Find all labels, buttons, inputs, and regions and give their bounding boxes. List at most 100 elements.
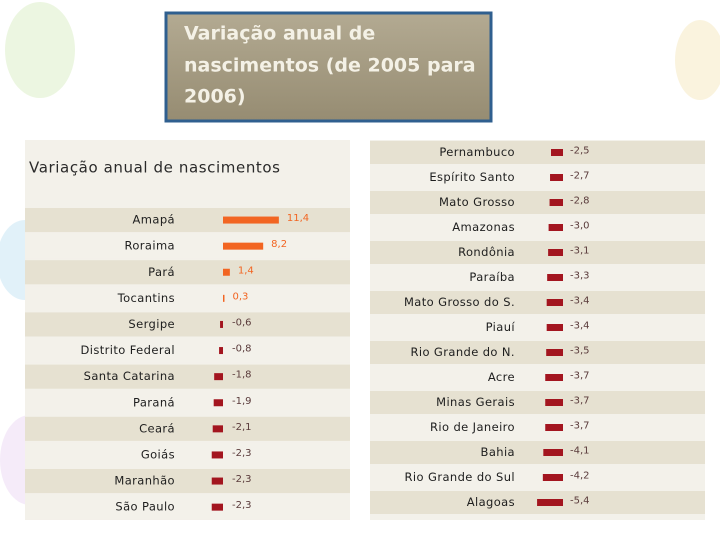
category-label: Santa Catarina [84,369,175,383]
value-label: -2,3 [232,500,252,511]
row-band [370,316,705,339]
bar [214,373,223,381]
value-label: 0,3 [232,291,248,302]
category-label: Amazonas [452,220,515,234]
bar [550,174,563,181]
row-band [370,366,705,389]
panel-title: Variação anual de nascimentos [29,159,281,177]
value-label: -3,7 [570,421,590,432]
category-label: Rio Grande do Sul [405,470,515,484]
value-label: 1,4 [238,265,254,276]
category-label: Paraná [133,395,175,409]
value-label: -3,4 [570,321,590,332]
bar [546,324,563,331]
row-band [370,416,705,439]
heading-line: Variação anual de [184,23,375,45]
category-label: Rio de Janeiro [430,420,515,434]
value-label: -2,1 [232,422,252,433]
value-label: -3,3 [570,271,590,282]
row-band [25,469,350,494]
category-label: Rondônia [458,245,515,259]
value-label: -2,5 [570,146,590,157]
row-band [25,416,350,441]
bar [546,349,563,356]
category-label: Espírito Santo [429,170,515,184]
row-band [370,241,705,264]
value-label: -4,2 [570,471,590,482]
bar [223,294,225,302]
row-band [25,234,350,259]
row-band [25,286,350,311]
category-label: Piauí [486,320,516,334]
category-label: São Paulo [115,500,175,514]
category-label: Minas Gerais [436,395,515,409]
bar [211,477,223,485]
value-label: -2,3 [232,448,252,459]
bar [223,268,230,276]
category-label: Alagoas [467,495,515,509]
row-band [370,166,705,189]
value-label: -0,8 [232,344,252,355]
value-label: -3,4 [570,296,590,307]
row-band [25,338,350,363]
category-label: Ceará [139,421,175,435]
heading-line: nascimentos (de 2005 para [184,55,476,77]
bar [545,374,563,381]
category-label: Pernambuco [439,145,515,159]
row-band [25,312,350,337]
value-label: 8,2 [271,239,287,250]
bar [548,249,563,256]
bar [213,399,223,407]
bar [545,424,563,431]
value-label: -4,1 [570,446,590,457]
row-band [370,441,705,464]
value-label: -0,6 [232,317,252,328]
bar [211,451,223,459]
category-label: Distrito Federal [81,343,175,357]
category-label: Pará [148,265,175,279]
bar [546,299,563,306]
category-label: Roraima [124,239,175,253]
bar [549,199,563,206]
bar [542,474,563,481]
row-band [370,266,705,289]
value-label: -3,7 [570,396,590,407]
row-band [370,291,705,314]
bar [220,320,223,328]
value-label: -3,1 [570,246,590,257]
value-label: -1,9 [232,396,252,407]
value-label: -2,3 [232,474,252,485]
category-label: Amapá [133,213,175,227]
value-label: -3,5 [570,346,590,357]
bar [537,499,563,506]
category-label: Mato Grosso [439,195,515,209]
category-label: Maranhão [114,474,175,488]
row-band [370,391,705,414]
row-band [370,466,705,489]
row-band [25,364,350,389]
heading-box [164,11,493,123]
bar [211,503,223,511]
bar [223,242,264,250]
category-label: Acre [488,370,515,384]
row-band [370,141,705,164]
category-label: Rio Grande do N. [410,345,515,359]
value-label: -5,4 [570,496,590,507]
category-label: Bahia [481,445,515,459]
value-label: 11,4 [287,213,309,224]
row-band [25,260,350,285]
heading-line: 2006) [184,86,246,108]
value-label: -1,8 [232,370,252,381]
row-band [25,495,350,520]
bar [219,347,223,355]
value-label: -3,0 [570,221,590,232]
bar [547,274,563,281]
category-label: Tocantins [117,291,175,305]
row-band [25,390,350,415]
category-label: Sergipe [128,317,175,331]
value-label: -2,7 [570,171,590,182]
category-label: Paraíba [469,270,515,284]
bar [223,216,279,224]
